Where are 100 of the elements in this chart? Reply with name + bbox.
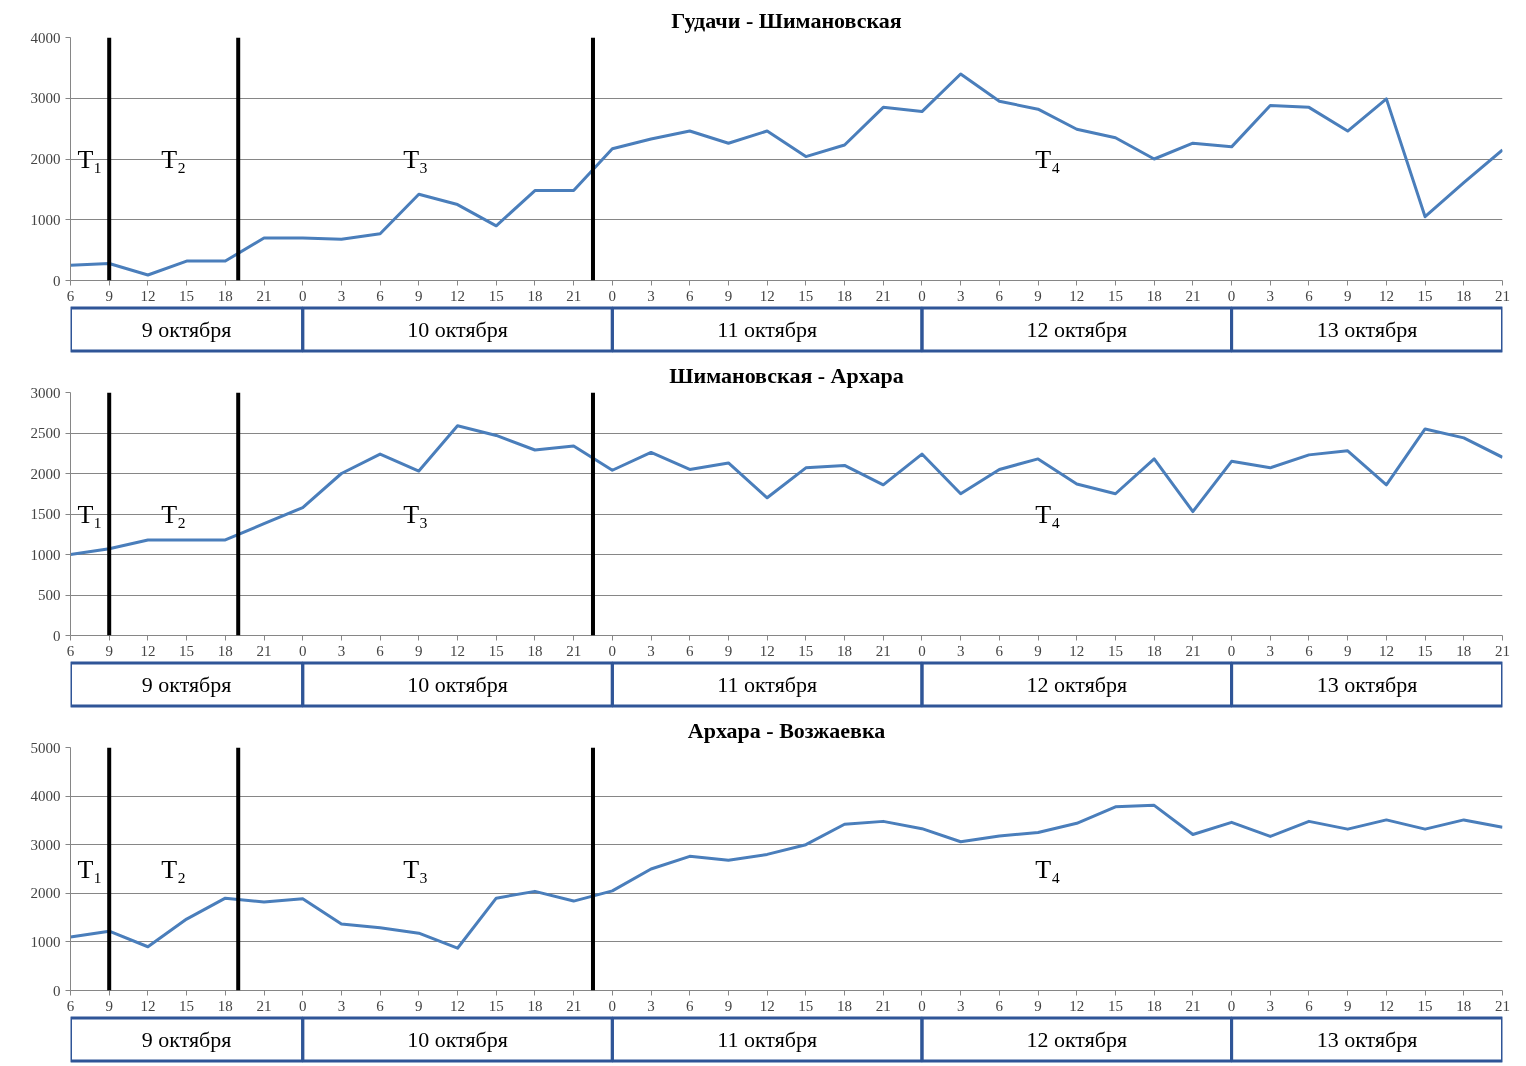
- x-tick-label: 0: [608, 287, 617, 304]
- x-tick-label: 3: [647, 642, 655, 659]
- x-tick-label: 15: [1107, 642, 1123, 659]
- x-tick-label: 0: [1227, 997, 1236, 1014]
- x-tick-label: 12: [450, 642, 466, 659]
- y-tick-label: 0: [53, 627, 61, 644]
- annotation: T₃: [403, 854, 429, 884]
- x-tick-label: 3: [337, 642, 346, 659]
- x-tick-label: 18: [837, 642, 853, 659]
- x-tick-label: 21: [1495, 997, 1510, 1014]
- x-tick-label: 21: [1185, 642, 1201, 659]
- x-tick-label: 0: [608, 997, 617, 1014]
- x-tick-label: 6: [1305, 997, 1314, 1014]
- x-tick-label: 18: [527, 287, 543, 304]
- annotation: T₄: [1035, 499, 1061, 529]
- x-tick-label: 6: [995, 997, 1004, 1014]
- x-tick-label: 21: [875, 642, 891, 659]
- x-tick-label: 12: [140, 997, 156, 1014]
- text: 10 октября: [407, 1027, 508, 1052]
- x-tick-label: 3: [1266, 642, 1275, 659]
- x-tick-label: 3: [647, 287, 655, 304]
- x-tick-label: 3: [1266, 287, 1275, 304]
- x-tick-label: 21: [256, 997, 272, 1014]
- x-tick-label: 12: [140, 287, 156, 304]
- x-tick-label: 9: [1034, 287, 1042, 304]
- x-tick-label: 9: [1343, 997, 1352, 1014]
- x-tick-label: 18: [1146, 642, 1162, 659]
- x-tick-label: 15: [488, 997, 504, 1014]
- x-tick-label: 18: [1146, 997, 1162, 1014]
- x-tick-label: 6: [995, 642, 1004, 659]
- x-tick-label: 15: [798, 997, 814, 1014]
- x-tick-label: 6: [66, 642, 75, 659]
- y-tick-label: 2000: [30, 885, 61, 902]
- x-tick-label: 3: [956, 287, 965, 304]
- x-tick-label: 12: [1069, 642, 1085, 659]
- x-tick-label: 12: [1378, 642, 1394, 659]
- x-tick-label: 15: [179, 287, 195, 304]
- y-tick-label: 4000: [30, 788, 61, 805]
- y-tick-label: 3000: [30, 384, 61, 401]
- x-tick-label: 9: [105, 997, 113, 1014]
- x-tick-label: 12: [1069, 287, 1085, 304]
- line-series: [70, 424, 1503, 556]
- line-series: [70, 72, 1503, 277]
- x-tick-label: 9: [415, 642, 423, 659]
- text: 13 октября: [1316, 1027, 1418, 1052]
- x-tick-label: 6: [1305, 287, 1314, 304]
- y-tick-label: 5000: [30, 739, 61, 756]
- y-tick-label: 1500: [30, 506, 61, 522]
- x-tick-label: 15: [488, 642, 504, 659]
- text: 13 октября: [1316, 317, 1418, 342]
- x-tick-label: 18: [837, 287, 853, 304]
- x-tick-label: 9: [105, 287, 113, 304]
- x-tick-label: 9: [1343, 642, 1352, 659]
- y-tick-label: 4000: [30, 29, 61, 46]
- x-tick-label: 6: [66, 287, 75, 304]
- x-tick-label: 12: [1069, 997, 1085, 1014]
- x-tick-label: 9: [1034, 997, 1042, 1014]
- x-tick-label: 6: [685, 997, 694, 1014]
- y-tick-label: 2500: [30, 425, 61, 441]
- x-tick-label: 21: [875, 997, 891, 1014]
- annotation: T₁: [77, 144, 103, 174]
- x-tick-label: 15: [798, 642, 814, 659]
- x-tick-label: 15: [798, 287, 814, 304]
- x-tick-label: 21: [1185, 287, 1201, 304]
- x-tick-label: 6: [376, 642, 385, 659]
- x-tick-label: 21: [566, 997, 582, 1014]
- x-tick-label: 18: [217, 997, 233, 1014]
- x-tick-label: 18: [217, 642, 233, 659]
- annotation: T₃: [403, 499, 429, 529]
- x-tick-label: 0: [298, 287, 307, 304]
- y-tick-label: 3000: [30, 90, 61, 107]
- x-tick-label: 15: [488, 287, 504, 304]
- x-tick-label: 9: [724, 287, 733, 304]
- x-tick-label: 15: [1107, 997, 1123, 1014]
- x-tick-label: 18: [527, 997, 543, 1014]
- x-tick-label: 0: [918, 287, 926, 304]
- text: 9 октября: [141, 317, 232, 342]
- x-tick-label: 12: [759, 997, 775, 1014]
- x-tick-label: 6: [685, 287, 694, 304]
- x-tick-label: 21: [1495, 287, 1510, 304]
- y-tick-label: 1000: [30, 933, 61, 950]
- text: 10 октября: [407, 317, 508, 342]
- text: 12 октября: [1026, 672, 1128, 697]
- x-tick-label: 6: [66, 997, 75, 1014]
- x-tick-label: 12: [759, 287, 775, 304]
- x-tick-label: 3: [337, 287, 346, 304]
- x-tick-label: 15: [179, 642, 195, 659]
- y-tick-label: 0: [53, 982, 61, 999]
- x-tick-label: 0: [918, 642, 926, 659]
- y-tick-label: 1000: [30, 546, 61, 563]
- x-tick-label: 12: [450, 287, 466, 304]
- annotation: T₁: [77, 854, 103, 884]
- y-tick-label: 2000: [30, 151, 61, 167]
- x-tick-label: 3: [956, 642, 965, 659]
- x-tick-label: 3: [647, 997, 655, 1014]
- chart-title: Гудачи - Шимановская: [671, 7, 902, 33]
- x-tick-label: 12: [1378, 997, 1394, 1014]
- annotation: T₄: [1035, 854, 1061, 884]
- annotation: T₁: [77, 499, 103, 529]
- x-tick-label: 12: [1378, 287, 1394, 304]
